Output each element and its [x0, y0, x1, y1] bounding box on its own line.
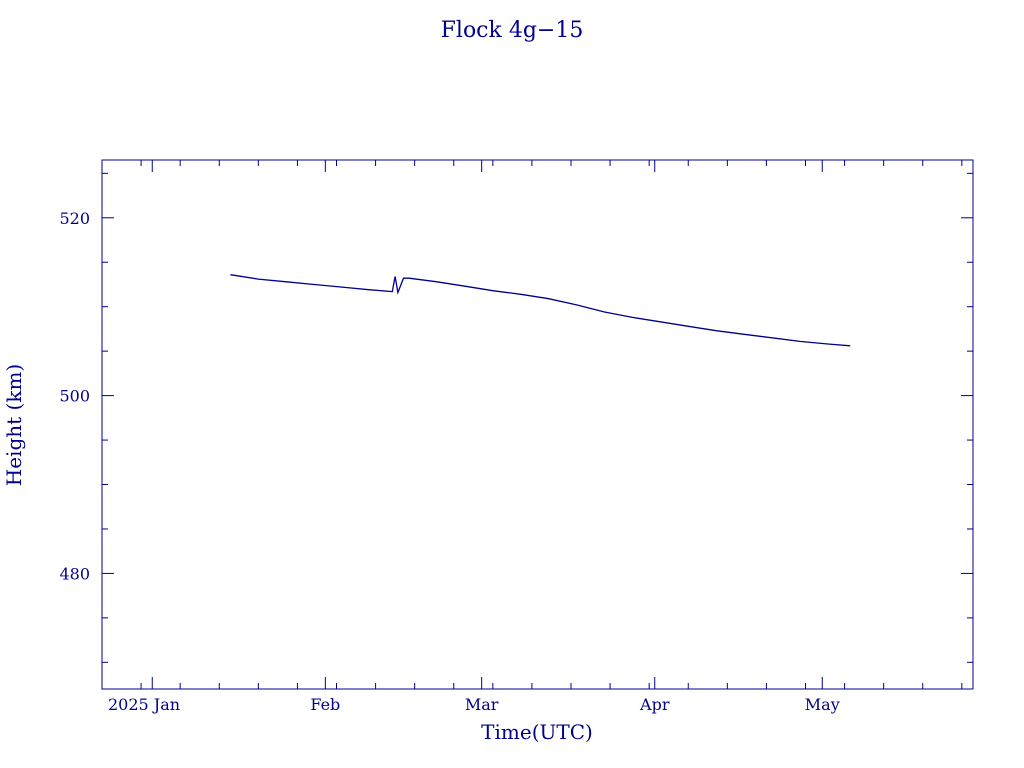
y-axis: 480 500 520	[59, 209, 973, 583]
x-tick-label: Mar	[465, 695, 499, 714]
series-layer	[230, 274, 851, 347]
y-tick-label: 500	[59, 387, 90, 406]
y-axis-label: Height (km)	[2, 364, 26, 486]
x-tick-label: 2025 Jan	[108, 695, 180, 714]
chart-title: Flock 4g−15	[441, 18, 584, 43]
plot-frame	[101, 159, 974, 690]
x-axis-label: Time(UTC)	[481, 720, 593, 744]
height-series-line	[230, 274, 851, 347]
y-tick-label: 520	[59, 209, 90, 228]
x-tick-label: Apr	[639, 695, 670, 714]
x-tick-label: May	[805, 695, 840, 714]
y-tick-label: 480	[59, 564, 90, 583]
minor-ticks	[102, 160, 973, 689]
x-tick-label: Feb	[310, 695, 340, 714]
x-axis: 2025 Jan Feb Mar Apr May	[108, 160, 840, 714]
